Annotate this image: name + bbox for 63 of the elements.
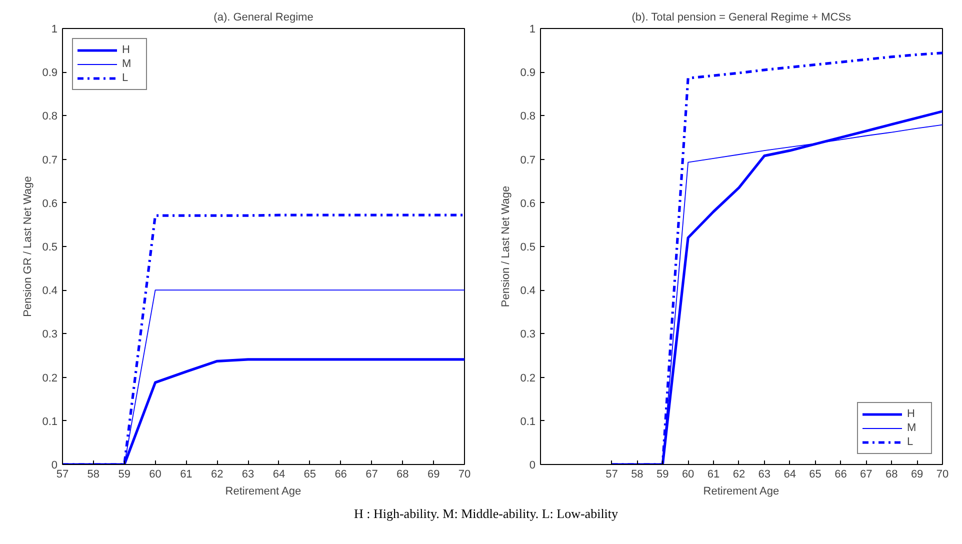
y-tick-label: 0.8 xyxy=(42,110,58,123)
x-tick-label: 59 xyxy=(118,468,130,480)
legend-label: L xyxy=(907,435,914,449)
x-axis-title: Retirement Age xyxy=(225,486,302,498)
x-tick-label: 69 xyxy=(910,468,924,480)
x-tick-label: 64 xyxy=(784,468,796,480)
x-tick-label: 59 xyxy=(656,468,669,480)
y-tick-label: 0.3 xyxy=(42,328,58,341)
y-tick-label: 0.4 xyxy=(42,285,58,298)
x-tick-label: 62 xyxy=(211,468,224,480)
x-tick-label: 70 xyxy=(458,468,471,480)
x-tick-label: 58 xyxy=(87,468,100,480)
y-tick-label: 0.6 xyxy=(42,198,58,210)
y-tick-label: 0.7 xyxy=(520,154,536,166)
y-tick-label: 0.9 xyxy=(42,67,58,80)
legend-label: L xyxy=(122,71,130,85)
x-tick-label: 64 xyxy=(272,468,286,480)
y-axis-title: Pension GR / Last Net Wage xyxy=(22,176,34,317)
x-tick-label: 65 xyxy=(809,468,822,480)
y-axis-title: Pension / Last Net Wage xyxy=(500,186,512,308)
x-tick-label: 61 xyxy=(707,468,720,480)
x-tick-label: 60 xyxy=(149,468,162,480)
x-tick-label: 65 xyxy=(304,468,316,480)
x-tick-label: 69 xyxy=(427,468,440,480)
y-tick-label: 0 xyxy=(529,460,536,472)
x-tick-label: 70 xyxy=(936,468,949,480)
x-tick-label: 68 xyxy=(885,468,898,480)
y-tick-label: 0.5 xyxy=(42,242,58,254)
y-tick-label: 0.5 xyxy=(520,242,536,254)
x-tick-label: 63 xyxy=(758,468,771,480)
y-tick-label: 0.1 xyxy=(42,416,58,428)
y-tick-label: 1 xyxy=(529,24,536,36)
y-tick-label: 0.6 xyxy=(520,198,536,210)
x-tick-label: 60 xyxy=(682,468,694,480)
x-tick-label: 58 xyxy=(631,468,644,480)
y-tick-label: 0.7 xyxy=(42,154,58,166)
x-tick-label: 66 xyxy=(834,468,847,480)
y-tick-label: 0.4 xyxy=(520,285,536,298)
chart-title: (a). General Regime xyxy=(214,12,314,24)
y-tick-label: 0.3 xyxy=(520,328,536,341)
x-tick-label: 67 xyxy=(366,468,378,480)
x-tick-label: 68 xyxy=(396,468,409,480)
y-tick-label: 0.8 xyxy=(520,110,536,123)
legend-label: H xyxy=(122,43,131,57)
y-tick-label: 0.1 xyxy=(520,416,536,428)
x-axis-title: Retirement Age xyxy=(703,486,780,498)
y-tick-label: 1 xyxy=(51,24,58,36)
legend-label: H xyxy=(907,407,916,421)
x-tick-label: 57 xyxy=(606,468,618,480)
text: H : High-ability. M: Middle-ability. L: Low-ability xyxy=(354,505,618,523)
y-tick-label: 0.9 xyxy=(520,67,536,80)
x-tick-label: 61 xyxy=(180,468,192,480)
legend-label: M xyxy=(907,421,918,435)
x-tick-label: 62 xyxy=(732,468,746,480)
y-tick-label: 0 xyxy=(51,460,58,472)
x-tick-label: 66 xyxy=(334,468,347,480)
legend-label: M xyxy=(122,57,132,71)
x-tick-label: 57 xyxy=(56,468,69,480)
x-tick-label: 63 xyxy=(242,468,254,480)
x-tick-label: 67 xyxy=(860,468,872,480)
chart-title: (b). Total pension = General Regime + MCSs xyxy=(632,12,852,24)
y-tick-label: 0.2 xyxy=(520,372,536,384)
y-tick-label: 0.2 xyxy=(42,372,58,384)
